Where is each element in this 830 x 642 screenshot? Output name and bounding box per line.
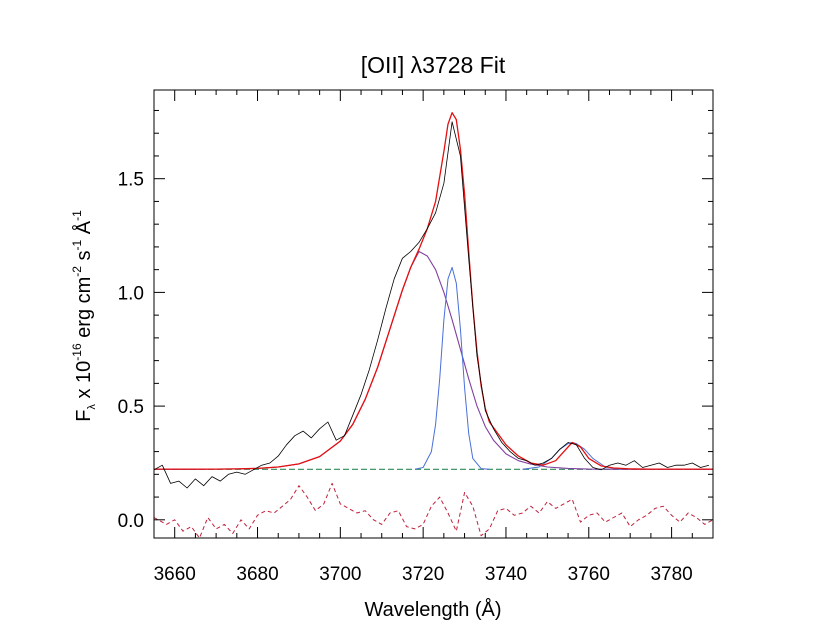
y-axis-title-exp2: -2 xyxy=(70,266,84,277)
x-tick-label: 3780 xyxy=(650,564,692,585)
axis-ticks: 3660 3680 3700 3720 3740 3760 3780 0.0 0.5 1.0 1.5 xyxy=(118,90,714,585)
residual-line xyxy=(154,482,713,538)
y-axis-title-exp4: -1 xyxy=(70,210,84,221)
y-tick-label: 1.5 xyxy=(118,170,144,191)
y-axis-title-text2: erg cm xyxy=(73,277,95,344)
x-tick-label: 3740 xyxy=(485,564,527,585)
y-axis-title-text1: x 10 xyxy=(73,361,95,404)
x-tick-label: 3760 xyxy=(568,564,610,585)
y-axis-title-base: F xyxy=(73,410,95,422)
y-tick-label: 0.5 xyxy=(118,397,144,418)
x-tick-label: 3700 xyxy=(319,564,361,585)
x-tick-label: 3660 xyxy=(154,564,196,585)
svg-text:Fλ x 10-16 erg cm-2 s-1 Å-1: Fλ x 10-16 erg cm-2 s-1 Å-1 xyxy=(70,210,98,422)
observed-spectrum-line xyxy=(154,121,710,489)
x-tick-label: 3720 xyxy=(402,564,444,585)
narrow-component-line xyxy=(414,266,490,470)
y-axis-title-exp1: -16 xyxy=(70,343,84,361)
y-tick-label: 0.0 xyxy=(118,511,144,532)
y-axis-title-sub: λ xyxy=(86,404,98,410)
x-tick-label: 3680 xyxy=(236,564,278,585)
y-axis-title-exp3: -1 xyxy=(70,239,84,250)
plot-area xyxy=(154,112,713,538)
y-axis-title: Fλ x 10-16 erg cm-2 s-1 Å-1 xyxy=(70,210,98,422)
plot-frame xyxy=(153,89,714,539)
chart-title: [OII] λ3728 Fit xyxy=(361,52,506,78)
y-axis-title-text4: Å xyxy=(72,220,95,240)
y-axis-title-text3: s xyxy=(73,250,95,266)
x-axis-title: Wavelength (Å) xyxy=(364,598,501,621)
total-fit-line xyxy=(154,112,713,470)
y-tick-label: 1.0 xyxy=(118,283,144,304)
